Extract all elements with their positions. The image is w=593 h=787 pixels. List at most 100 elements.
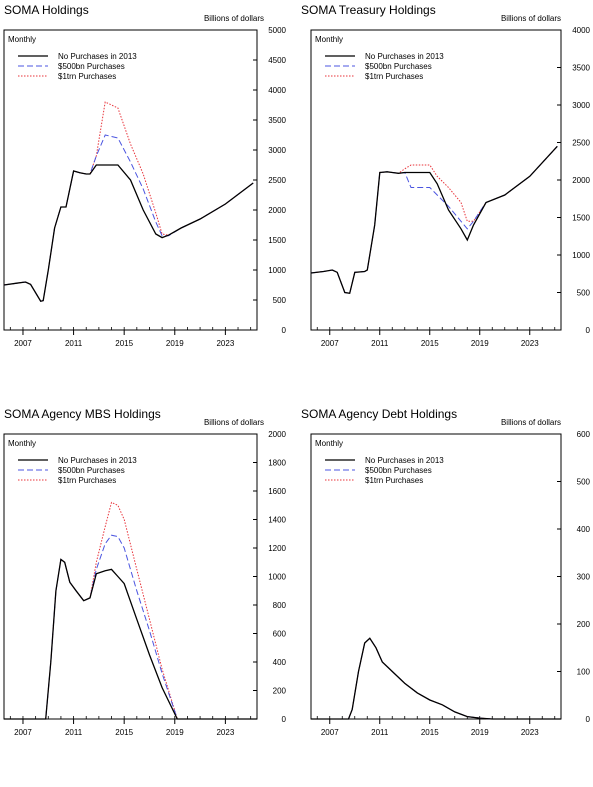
y-tick-label: 2500 <box>572 139 590 148</box>
series-line-no-purchases-in-2013 <box>3 164 254 302</box>
y-axis-label: Billions of dollars <box>500 418 561 427</box>
series-line-no-purchases-in-2013 <box>310 145 558 295</box>
chart-svg: 0 500 1000 1500 2000 2500 3000 3500 4000 4500 5000… <box>3 26 287 348</box>
x-tick-label: 2011 <box>371 728 389 737</box>
y-tick-label: 500 <box>273 296 287 305</box>
series-line-no-purchases-in-2013 <box>4 558 257 720</box>
y-tick-label: 3000 <box>572 101 590 110</box>
x-tick-label: 2007 <box>14 339 32 348</box>
y-tick-label: 4000 <box>572 26 590 35</box>
x-tick-label: 2015 <box>421 728 439 737</box>
x-tick-label: 2011 <box>65 728 83 737</box>
series-line--500bn-purchases <box>3 134 254 302</box>
y-tick-label: 500 <box>577 289 591 298</box>
series-line--500bn-purchases <box>311 637 561 720</box>
legend-label: No Purchases in 2013 <box>58 456 137 465</box>
y-tick-label: 4000 <box>268 86 286 95</box>
x-tick-label: 2011 <box>65 339 83 348</box>
y-tick-label: 0 <box>586 715 591 724</box>
y-tick-label: 600 <box>273 630 287 639</box>
y-tick-label: 1000 <box>572 251 590 260</box>
y-axis-label: Billions of dollars <box>203 418 264 427</box>
chart-svg: 0 200 400 600 800 1000 1200 1400 1600 1800 2000 200… <box>3 430 287 737</box>
frequency-label: Monthly <box>8 35 36 44</box>
x-tick-label: 2015 <box>421 339 439 348</box>
y-tick-label: 1000 <box>268 266 286 275</box>
series-line--1trn-purchases <box>310 145 558 294</box>
x-tick-label: 2019 <box>471 339 489 348</box>
series-line--500bn-purchases <box>4 534 257 720</box>
frequency-label: Monthly <box>8 439 36 448</box>
x-tick-label: 2023 <box>521 339 539 348</box>
y-tick-label: 100 <box>577 668 591 677</box>
x-tick-label: 2019 <box>166 728 184 737</box>
x-tick-label: 2015 <box>115 728 133 737</box>
x-tick-label: 2007 <box>321 339 339 348</box>
y-tick-label: 1200 <box>268 544 286 553</box>
legend-label: $1trn Purchases <box>365 72 423 81</box>
series-line--1trn-purchases <box>311 637 561 720</box>
legend-label: No Purchases in 2013 <box>365 52 444 61</box>
chart-title: SOMA Agency Debt Holdings <box>301 407 458 421</box>
series-line--1trn-purchases <box>3 101 254 302</box>
y-tick-label: 0 <box>282 326 287 335</box>
y-tick-label: 4500 <box>268 56 286 65</box>
chart-svg: 0 100 200 300 400 500 600 2007 2011 2015 2019 2023 M… <box>310 430 591 737</box>
y-tick-label: 800 <box>273 601 287 610</box>
y-tick-label: 5000 <box>268 26 286 35</box>
y-tick-label: 300 <box>577 573 591 582</box>
x-tick-label: 2023 <box>216 728 234 737</box>
legend-label: No Purchases in 2013 <box>58 52 137 61</box>
y-tick-label: 3500 <box>268 116 286 125</box>
chart-svg: 0 500 1000 1500 2000 2500 3000 3500 4000 2007 2011… <box>310 26 591 348</box>
x-tick-label: 2007 <box>14 728 32 737</box>
frequency-label: Monthly <box>315 439 343 448</box>
legend-label: $500bn Purchases <box>365 466 432 475</box>
x-tick-label: 2007 <box>321 728 339 737</box>
y-tick-label: 200 <box>273 687 287 696</box>
x-tick-label: 2011 <box>371 339 389 348</box>
y-tick-label: 1500 <box>268 236 286 245</box>
legend-label: $500bn Purchases <box>58 62 125 71</box>
y-axis-label: Billions of dollars <box>500 14 561 23</box>
legend-label: $1trn Purchases <box>365 476 423 485</box>
chart-panel-soma-agency-mbs-holdings: SOMA Agency MBS Holdings Billions of dol… <box>0 404 296 787</box>
legend-label: $500bn Purchases <box>58 466 125 475</box>
y-tick-label: 1500 <box>572 214 590 223</box>
y-tick-label: 600 <box>577 430 591 439</box>
legend-label: $500bn Purchases <box>365 62 432 71</box>
chart-panel-soma-holdings: SOMA Holdings Billions of dollars 0 500 10… <box>0 0 296 383</box>
y-tick-label: 400 <box>273 658 287 667</box>
y-tick-label: 200 <box>577 620 591 629</box>
y-tick-label: 2000 <box>268 206 286 215</box>
y-tick-label: 2000 <box>572 176 590 185</box>
series-line-no-purchases-in-2013 <box>311 637 561 720</box>
y-tick-label: 3000 <box>268 146 286 155</box>
x-tick-label: 2023 <box>216 339 234 348</box>
x-tick-label: 2019 <box>166 339 184 348</box>
x-tick-label: 2015 <box>115 339 133 348</box>
y-tick-label: 400 <box>577 525 591 534</box>
chart-title: SOMA Treasury Holdings <box>301 3 436 17</box>
y-tick-label: 0 <box>586 326 591 335</box>
series-line--500bn-purchases <box>310 145 558 294</box>
y-tick-label: 1800 <box>268 459 286 468</box>
x-tick-label: 2019 <box>471 728 489 737</box>
y-tick-label: 2500 <box>268 176 286 185</box>
y-tick-label: 2000 <box>268 430 286 439</box>
y-tick-label: 1400 <box>268 516 286 525</box>
legend-label: $1trn Purchases <box>58 476 116 485</box>
plot-frame <box>310 433 562 720</box>
y-tick-label: 0 <box>282 715 287 724</box>
y-tick-label: 500 <box>577 478 591 487</box>
x-tick-label: 2023 <box>521 728 539 737</box>
plot-frame <box>310 29 562 331</box>
series-line--1trn-purchases <box>4 501 257 720</box>
y-tick-label: 1600 <box>268 487 286 496</box>
legend-label: No Purchases in 2013 <box>365 456 444 465</box>
legend-label: $1trn Purchases <box>58 72 116 81</box>
y-tick-label: 3500 <box>572 64 590 73</box>
y-axis-label: Billions of dollars <box>203 14 264 23</box>
plot-frame <box>3 433 258 720</box>
chart-panel-soma-agency-debt-holdings: SOMA Agency Debt Holdings Billions of do… <box>297 404 593 787</box>
